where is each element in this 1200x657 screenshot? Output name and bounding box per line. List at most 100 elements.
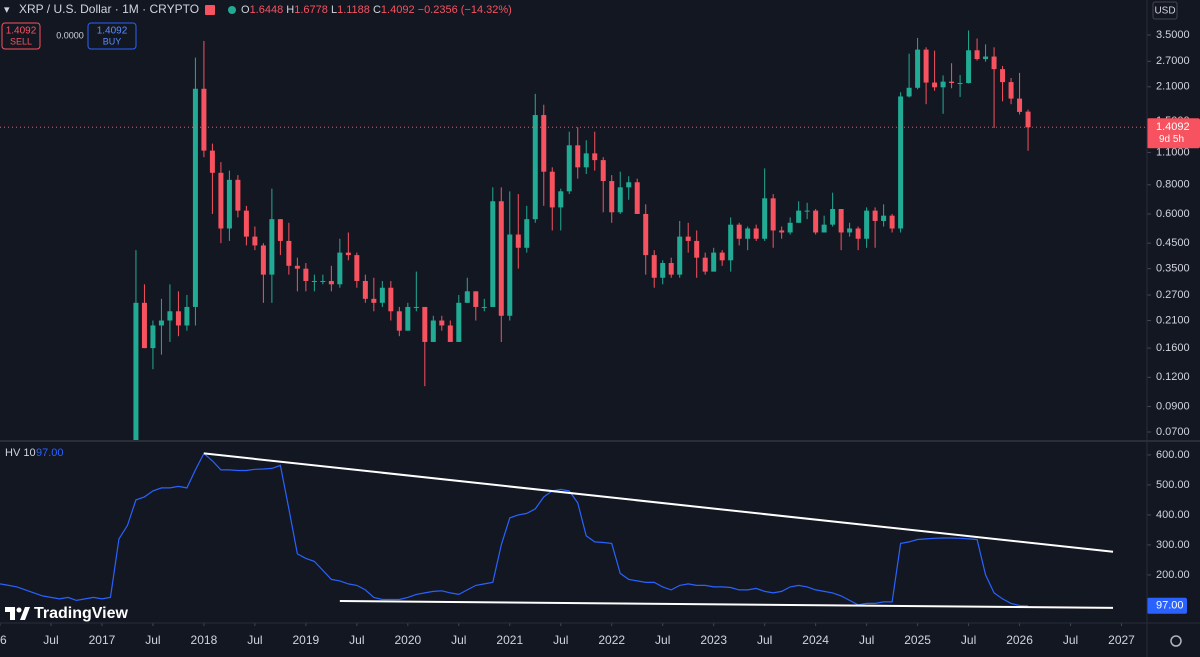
candle-body [728, 224, 734, 261]
ohlc-value: 1.1188 [337, 4, 370, 16]
y-tick-label: 0.0700 [1156, 426, 1190, 438]
candle-body [651, 255, 657, 278]
candle-body [609, 181, 615, 213]
sell-box[interactable] [1, 22, 41, 50]
x-tick-label: 2022 [598, 633, 625, 647]
currency-box[interactable] [1152, 1, 1178, 20]
candle-body [141, 302, 147, 349]
candle-body [184, 306, 190, 326]
x-tick-label: 2025 [904, 633, 931, 647]
candle-body [694, 240, 700, 258]
sell-label[interactable]: SELL [10, 36, 32, 46]
ohlc-letter: C [373, 4, 381, 16]
candle-body [252, 236, 258, 246]
ohlc-value: 1.6778 [294, 4, 328, 16]
y-tick-label: 0.0900 [1156, 400, 1190, 412]
candle-body [286, 240, 292, 266]
candle-body [541, 115, 547, 172]
candle-body [549, 171, 555, 208]
candle-body [974, 50, 980, 60]
candle-body [294, 265, 300, 269]
candle-body [235, 179, 241, 211]
candle-body [855, 228, 861, 239]
candle-body [201, 88, 207, 151]
y-tick-label: 300.00 [1156, 539, 1190, 551]
currency[interactable]: USD [1154, 6, 1175, 17]
candle-body [762, 198, 768, 239]
candle-body [702, 257, 708, 272]
x-tick-label: Jul [145, 633, 160, 647]
y-tick-label: 600.00 [1156, 449, 1190, 461]
change: −0.2356 (−14.32%) [418, 4, 512, 16]
candle-body [558, 191, 564, 208]
candle-body [481, 306, 487, 308]
candle-body [532, 115, 538, 220]
y-tick-label: 0.1200 [1156, 371, 1190, 383]
candle-body [498, 201, 504, 316]
candle-body [872, 210, 878, 221]
candle-body [150, 325, 156, 349]
symbol-title: XRP / U.S. Dollar · 1M · CRYPTO [19, 2, 199, 16]
candle-body [626, 182, 632, 188]
candle-body [192, 88, 198, 307]
candle-body [838, 209, 844, 233]
brand: TradingView [34, 605, 129, 622]
buy-label[interactable]: BUY [103, 36, 122, 46]
candle-body [813, 210, 819, 233]
candle-body [940, 81, 946, 88]
buy-button[interactable]: 1.4092 BUY [87, 22, 137, 50]
currency-select[interactable]: USD [1152, 1, 1178, 20]
candle-body [167, 311, 173, 321]
candle-body [515, 234, 521, 248]
candle-body [1025, 111, 1031, 128]
trendline [339, 600, 1114, 609]
candle-body [277, 219, 283, 241]
ohlc-letter: H [286, 4, 294, 16]
candle-body [745, 228, 751, 239]
candle-body [345, 252, 351, 256]
sell-price[interactable]: 1.4092 [6, 26, 37, 37]
candle-body [770, 198, 776, 231]
y-tick-label: 3.5000 [1156, 29, 1190, 41]
sell-button[interactable]: 1.4092 SELL [1, 22, 41, 50]
settings-icon[interactable] [1170, 635, 1182, 647]
x-tick-label: Jul [961, 633, 976, 647]
candle-body [269, 219, 275, 275]
ohlc-value: 1.4092 [381, 4, 415, 16]
y-tick-label: 1.1000 [1156, 146, 1190, 158]
ohlc-legend: O1.6448 H1.6778 L1.1188 C1.4092 −0.2356 … [241, 4, 512, 16]
candle-body [133, 302, 139, 440]
ohlc-letter: L [331, 4, 337, 16]
y-tick-label: 0.6000 [1156, 208, 1190, 220]
candle-body [405, 306, 411, 331]
candle-body [660, 263, 666, 278]
candle-body [371, 298, 377, 303]
buy-box[interactable] [87, 22, 137, 50]
x-tick-label: Jul [757, 633, 772, 647]
y-tick-label: 2.7000 [1156, 55, 1190, 67]
brand-logo: TradingView [5, 605, 129, 622]
candle-body [447, 325, 453, 342]
flag-icon[interactable] [205, 5, 215, 15]
x-tick-label: Jul [1063, 633, 1078, 647]
candle-body [464, 291, 470, 303]
ohlc-value: 1.6448 [250, 4, 284, 16]
candle-body [966, 50, 972, 84]
candle-body [821, 224, 827, 233]
candle-body [847, 228, 853, 233]
candle-body [456, 302, 462, 342]
ohlc-letter: O [241, 4, 250, 16]
buy-price[interactable]: 1.4092 [97, 26, 128, 37]
candle-body [787, 222, 793, 233]
candle-body [685, 236, 691, 241]
countdown: 9d 5h [1159, 134, 1184, 145]
x-tick-label: Jul [43, 633, 58, 647]
y-tick-label: 400.00 [1156, 509, 1190, 521]
candle-body [439, 320, 445, 326]
indicator-title: HV 10 [5, 447, 36, 459]
y-tick-label: 0.3500 [1156, 263, 1190, 275]
x-tick-label: Jul [655, 633, 670, 647]
candle-body [507, 234, 513, 316]
